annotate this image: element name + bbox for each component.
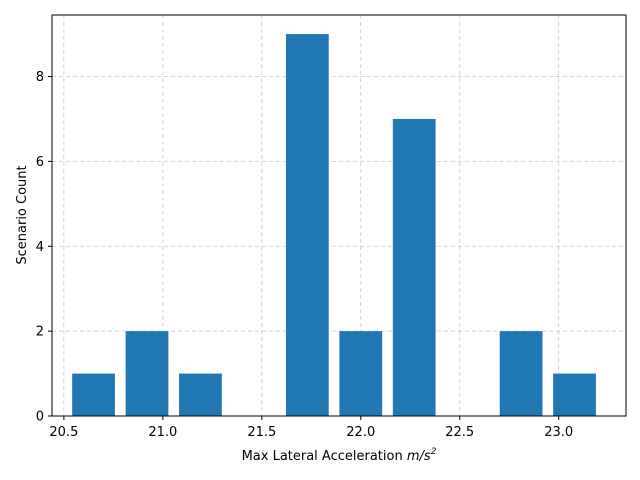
x-tick-label: 22.5 [445, 425, 474, 440]
histogram-bar [553, 373, 596, 416]
histogram-bar [285, 34, 329, 416]
histogram-bar [72, 373, 115, 416]
x-tick-label: 23.0 [544, 425, 573, 440]
y-tick-label: 2 [36, 325, 44, 340]
x-tick-label: 20.5 [49, 425, 78, 440]
x-tick-label: 21.5 [247, 425, 276, 440]
y-tick-label: 8 [36, 70, 44, 85]
histogram-bar [125, 331, 169, 416]
y-tick-label: 4 [36, 240, 44, 255]
plot-frame [51, 14, 627, 417]
y-axis-label: Scenario Count [15, 165, 30, 264]
histogram-bar [392, 118, 436, 417]
x-axis-ticks: 20.5 21.0 21.5 22.0 22.5 23.0 [49, 416, 573, 440]
x-axis-label: Max Lateral Acceleration m/s2 [242, 447, 437, 464]
y-axis-ticks: 0 2 4 6 8 [36, 70, 52, 425]
y-tick-label: 6 [36, 155, 44, 170]
histogram-bar [499, 331, 543, 416]
bars [72, 34, 596, 417]
y-tick-label: 0 [36, 410, 44, 425]
histogram-bar [339, 331, 383, 416]
x-tick-label: 21.0 [148, 425, 177, 440]
x-tick-label: 22.0 [346, 425, 375, 440]
histogram-bar [179, 373, 222, 416]
